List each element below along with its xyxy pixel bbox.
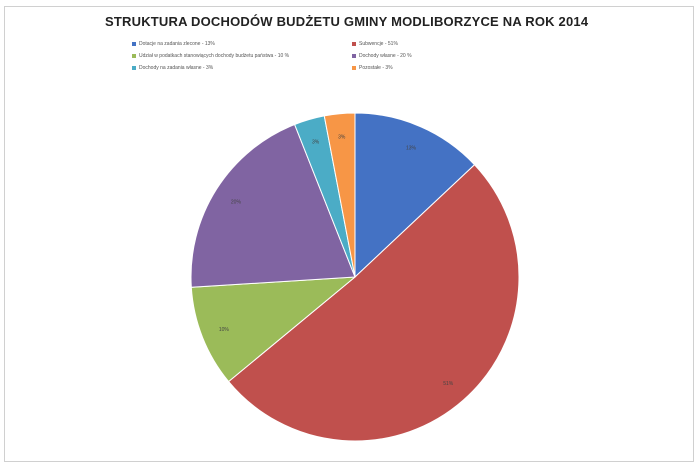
legend-label: Dochody na zadania własne - 3%: [139, 65, 214, 71]
legend-swatch: [132, 42, 136, 46]
legend-swatch: [352, 42, 356, 46]
legend-entry: Pozostałe - 3%: [352, 65, 452, 71]
slice-data-label: 3%: [338, 135, 346, 141]
pie-slice: [323, 112, 356, 278]
pie-slice: [190, 276, 357, 383]
chart-title: STRUKTURA DOCHODÓW BUDŻETU GMINY MODLIBO…: [105, 14, 589, 29]
pie-slice: [227, 164, 520, 442]
legend-label: Pozostałe - 3%: [359, 65, 393, 71]
slice-data-label: 13%: [406, 146, 417, 152]
pie-slice: [190, 123, 356, 288]
legend-entry: Dochody własne - 20 %: [352, 53, 452, 59]
legend-swatch: [352, 66, 356, 70]
legend-swatch: [132, 54, 136, 58]
legend-entry: Dotacje na zadania zlecone - 13%: [132, 41, 352, 47]
legend-label: Dotacje na zadania zlecone - 13%: [139, 41, 215, 47]
slice-data-label: 3%: [312, 140, 320, 146]
legend-label: Subwencje - 51%: [359, 41, 398, 47]
legend-swatch: [132, 66, 136, 70]
legend-label: Dochody własne - 20 %: [359, 53, 412, 59]
legend-entry: Subwencje - 51%: [352, 41, 452, 47]
chart-legend: Dotacje na zadania zlecone - 13% Subwenc…: [132, 41, 452, 71]
slice-data-label: 51%: [443, 381, 454, 387]
pie-slice: [354, 112, 476, 279]
legend-entry: Udział w podatkach stanowiących dochody …: [132, 53, 352, 59]
legend-entry: Dochody na zadania własne - 3%: [132, 65, 352, 71]
slice-data-label: 20%: [231, 199, 242, 205]
slice-data-label: 10%: [219, 327, 230, 333]
legend-swatch: [352, 54, 356, 58]
legend-label: Udział w podatkach stanowiących dochody …: [139, 53, 290, 59]
